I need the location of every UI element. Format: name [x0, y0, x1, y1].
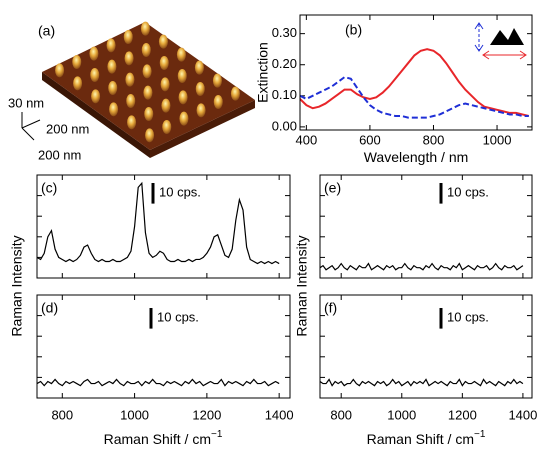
afm-bump: [159, 35, 168, 49]
inset-icon: [475, 23, 526, 59]
y-tick-label: 0.10: [272, 87, 297, 102]
afm-bump: [213, 74, 222, 88]
afm-bump: [197, 103, 206, 117]
x-axis-label-sup: −1: [474, 429, 486, 440]
afm-bump: [90, 68, 99, 82]
afm-bump: [55, 63, 64, 77]
afm-bump: [126, 94, 135, 108]
figure: (a) 30 nm 200 nm 200 nm 400 600 800 1000 0.0…: [0, 0, 547, 451]
particle-icon: [490, 28, 524, 45]
x-axis-label: Raman Shift / cm−1: [104, 429, 223, 447]
x-axis-label: Wavelength / nm: [364, 149, 469, 165]
panel-label: (e): [324, 180, 341, 196]
x-tick-label: 1200: [192, 407, 221, 422]
scale-bar: [152, 183, 155, 204]
x-tick-label: 600: [359, 132, 381, 147]
afm-bump: [141, 22, 150, 36]
afm-bump: [127, 115, 136, 129]
x-axis-label-text: Raman Shift / cm: [104, 431, 211, 447]
x-tick-label: 800: [51, 407, 73, 422]
scale-label: 200 nm: [46, 121, 89, 136]
afm-bump: [160, 56, 169, 70]
scale-bar-label: 10 cps.: [447, 310, 489, 325]
afm-bump: [177, 48, 186, 62]
x-axis-label: Raman Shift / cm−1: [367, 429, 486, 447]
scale-bar: [440, 308, 443, 329]
y-tick-label: 0.00: [272, 118, 297, 133]
panel-label: (a): [38, 23, 55, 39]
afm-bump: [214, 95, 223, 109]
afm-bump: [142, 43, 151, 57]
data-line: [300, 49, 529, 116]
scale-bar-label: 10 cps.: [159, 185, 201, 200]
scale-bar: [440, 183, 443, 204]
afm-bump: [72, 55, 81, 69]
afm-bump: [143, 64, 152, 78]
afm-bump: [109, 102, 118, 116]
x-tick-label: 1400: [265, 407, 294, 422]
x-tick-label: 1200: [448, 407, 477, 422]
afm-bump: [161, 99, 170, 113]
panel-label: (f): [324, 300, 337, 316]
afm-bump: [161, 77, 170, 91]
panel-label: (b): [345, 22, 362, 38]
afm-bump: [125, 51, 134, 65]
x-tick-label: 800: [330, 407, 352, 422]
afm-bump: [143, 86, 152, 100]
afm-bump: [89, 47, 98, 61]
scale-bar-label: 10 cps.: [447, 185, 489, 200]
afm-bump: [107, 38, 116, 52]
y-tick-label: 0.30: [272, 25, 297, 40]
y-axis-label: Raman Intensity: [294, 235, 310, 336]
afm-bump: [179, 90, 188, 104]
scale-label: 200 nm: [38, 147, 81, 162]
page: {"panel_a": {"label": "(a)", "scale_labe…: [0, 0, 547, 451]
y-axis-label: Raman Intensity: [9, 235, 25, 336]
afm-bump: [195, 61, 204, 75]
afm-bump: [125, 73, 134, 87]
y-axis-label: Extinction: [255, 42, 271, 103]
scale-bar-label: 10 cps.: [157, 310, 199, 325]
y-tick-label: 0.20: [272, 56, 297, 71]
afm-bump: [91, 89, 100, 103]
panel-label: (d): [41, 300, 58, 316]
x-axis-label-sup: −1: [211, 429, 223, 440]
afm-bump: [145, 128, 154, 142]
data-line: [320, 379, 523, 385]
scale-label: 30 nm: [8, 95, 44, 110]
x-axis-label-text: Raman Shift / cm: [367, 431, 474, 447]
plot-frame: [300, 15, 532, 130]
data-line: [320, 264, 523, 270]
data-line: [37, 379, 279, 385]
x-tick-label: 1000: [120, 407, 149, 422]
afm-bump: [124, 30, 133, 44]
x-tick-label: 1000: [483, 132, 512, 147]
x-axis-label-text: Wavelength / nm: [364, 149, 469, 165]
afm-bump: [73, 76, 82, 90]
afm-bump: [108, 81, 117, 95]
afm-bump: [178, 69, 187, 83]
afm-bump: [144, 107, 153, 121]
x-tick-label: 400: [296, 132, 318, 147]
afm-axes: [22, 112, 40, 140]
afm-bump: [196, 82, 205, 96]
afm-bump: [162, 120, 171, 134]
x-tick-label: 800: [423, 132, 445, 147]
scale-bar: [150, 308, 153, 329]
afm-bump: [179, 112, 188, 126]
x-tick-label: 1000: [387, 407, 416, 422]
x-tick-label: 1400: [508, 407, 537, 422]
panel-label: (c): [41, 180, 57, 196]
afm-bump: [107, 60, 116, 74]
afm-bump: [231, 87, 240, 101]
plot-frame: [320, 175, 532, 278]
afm-image: [42, 22, 255, 158]
